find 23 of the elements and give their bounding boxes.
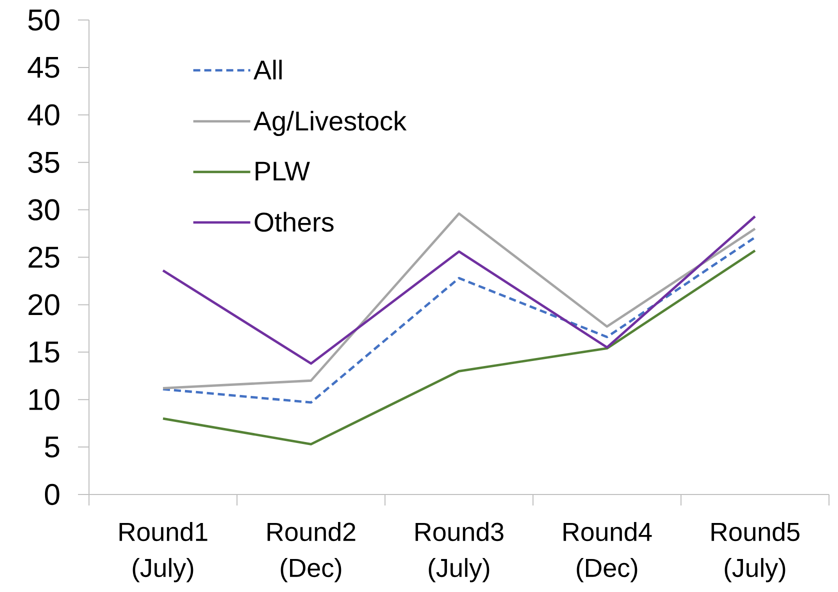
y-tick-label: 30: [28, 199, 60, 220]
y-tick-label: 35: [28, 152, 60, 173]
y-tick-label: 40: [28, 104, 60, 126]
x-tick-label: Round1 (July): [120, 522, 208, 582]
legend-label: All: [254, 60, 282, 80]
line-series: [162, 249, 756, 446]
y-tick-label: 15: [29, 342, 60, 363]
y-tick-label: 20: [28, 294, 60, 316]
x-tick-label: Round5 (July): [712, 522, 800, 582]
legend-label: Ag/Livestock: [254, 110, 407, 136]
line-series: [162, 212, 756, 390]
x-tick-label: Round2 (Dec): [268, 522, 356, 582]
x-tick-label: Round4 (Dec): [564, 522, 652, 582]
legend-label: PLW: [256, 162, 310, 180]
y-tick-label: 5: [44, 436, 60, 458]
y-tick-label: 25: [28, 246, 60, 268]
y-tick-label: 10: [29, 388, 60, 410]
y-tick-label: 45: [28, 56, 60, 78]
y-tick-label: 50: [28, 9, 60, 31]
legend-label: Others: [254, 212, 334, 232]
x-tick-label: Round3 (July): [416, 522, 504, 582]
y-tick-label: 0: [44, 484, 60, 506]
line-series: [162, 236, 756, 404]
